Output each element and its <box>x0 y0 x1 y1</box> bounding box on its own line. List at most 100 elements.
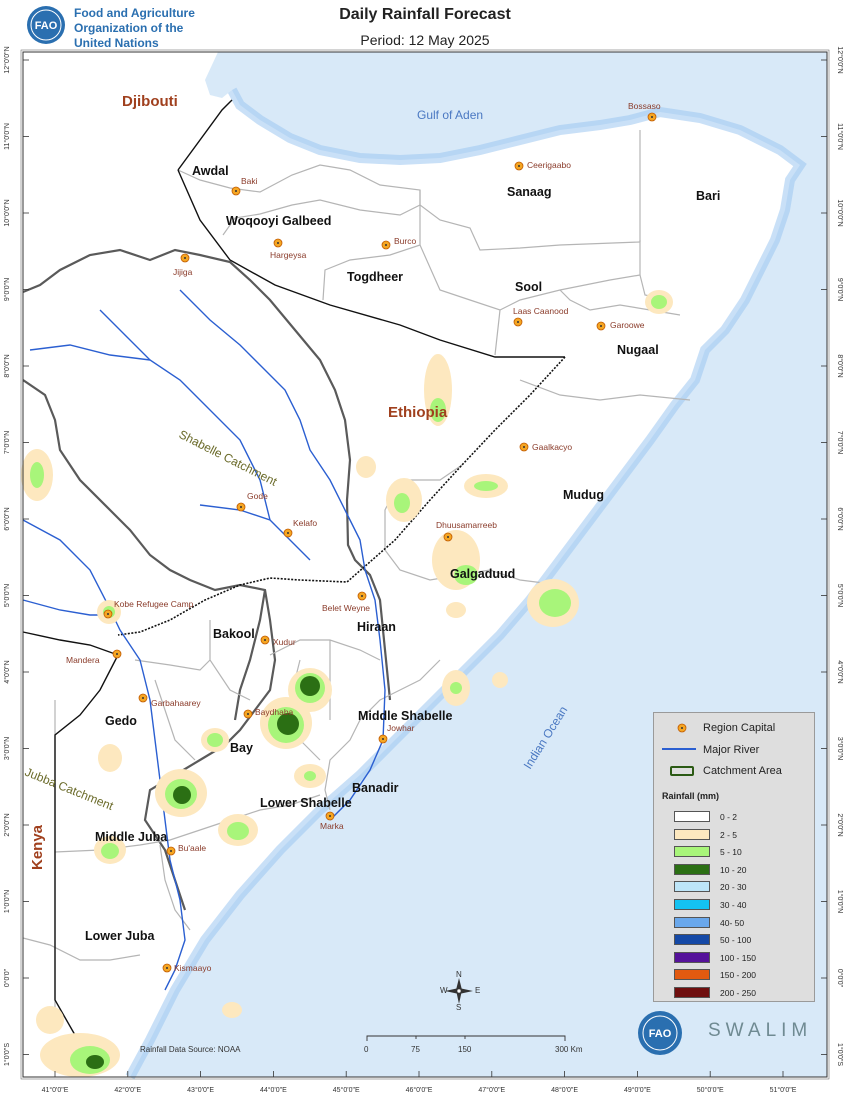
city-kobe[interactable]: Kobe Refugee Camp <box>103 599 194 619</box>
city-mandera[interactable]: Mandera <box>66 649 122 665</box>
org-line-3: United Nations <box>74 36 159 50</box>
fao-logo-icon: FAO <box>27 6 65 44</box>
city-xudur[interactable]: Xudur <box>260 635 296 647</box>
sea-area <box>130 52 827 1077</box>
legend-river-label: Major River <box>703 744 760 756</box>
city-laas-caanood[interactable]: Laas Caanood <box>513 306 569 327</box>
city-label: Gode <box>247 491 268 501</box>
region-label-bari: Bari <box>696 189 720 203</box>
org-line-1: Food and Agriculture <box>74 6 195 20</box>
legend-capital-label: Region Capital <box>703 722 776 734</box>
legend-class-label: 2 - 5 <box>720 829 738 840</box>
city-label: Jowhar <box>387 723 415 733</box>
region-label-bay: Bay <box>230 741 253 755</box>
scale-label-0: 0 <box>364 1045 369 1054</box>
city-marka[interactable]: Marka <box>320 811 344 831</box>
latitude-tick-label: 0°0'0" <box>3 968 11 987</box>
city-baydhaba[interactable]: Baydhaba <box>243 707 294 719</box>
scale-label-75: 75 <box>411 1045 420 1054</box>
legend-swatch <box>674 881 710 893</box>
latitude-tick-label: 8°0'0"N <box>836 354 844 377</box>
latitude-tick-label: 9°0'0"N <box>836 278 844 301</box>
legend-swatch <box>674 916 710 928</box>
longitude-tick-label: 48°0'0"E <box>551 1086 578 1094</box>
map-border <box>22 51 828 1078</box>
region-label-lower-shabelle: Lower Shabelle <box>260 796 352 810</box>
latitude-tick-label: 11°0'0"N <box>3 123 11 150</box>
city-belet-weyne[interactable]: Belet Weyne <box>322 591 370 613</box>
legend-swatch <box>674 846 710 858</box>
city-dhuusamarreeb[interactable]: Dhuusamarreeb <box>436 520 497 542</box>
city-hargeysa[interactable]: Hargeysa <box>270 238 307 260</box>
longitude-tick-label: 42°0'0"E <box>114 1086 141 1094</box>
legend-class-label: 0 - 2 <box>720 812 738 822</box>
legend-class-label: 20 - 30 <box>720 882 747 893</box>
city-label: Mandera <box>66 655 100 665</box>
city-bossaso[interactable]: Bossaso <box>628 101 661 122</box>
legend-swatch <box>674 828 710 840</box>
region-label-awdal: Awdal <box>192 164 229 178</box>
city-label: Burco <box>394 236 416 246</box>
legend-catchment-label: Catchment Area <box>703 765 782 777</box>
latitude-tick-label: 2°0'0"N <box>3 813 11 836</box>
catchment-boundary-north <box>22 248 392 701</box>
city-label: Bu'aale <box>178 843 206 853</box>
city-gode[interactable]: Gode <box>236 491 268 512</box>
latitude-tick-label: 10°0'0"N <box>836 199 844 226</box>
map-legend: Region Capital Major River Catchment Are… <box>653 712 815 1002</box>
city-kismaayo[interactable]: Kismaayo <box>162 963 212 973</box>
fao-footer-logo-text: FAO <box>649 1028 672 1040</box>
city-garbahaarey[interactable]: Garbahaarey <box>138 693 201 708</box>
latitude-tick-label: 4°0'0"N <box>3 660 11 683</box>
city-label: Kismaayo <box>174 963 212 973</box>
fao-footer-logo-icon: FAO <box>638 1011 682 1055</box>
map-title: Daily Rainfall Forecast <box>339 6 511 23</box>
city-label: Dhuusamarreeb <box>436 520 497 530</box>
latitude-tick-label: 12°0'0"N <box>3 46 11 73</box>
longitude-tick-label: 50°0'0"E <box>697 1086 724 1094</box>
scale-label-150: 150 <box>458 1045 472 1054</box>
latitude-tick-label: 3°0'0"N <box>3 737 11 760</box>
header: FAO Food and Agriculture Organization of… <box>0 0 850 54</box>
east-label: E <box>475 986 480 995</box>
city-kelafo[interactable]: Kelafo <box>283 518 317 538</box>
latitude-tick-label: 1°0'0"N <box>3 890 11 913</box>
south-label: S <box>456 1003 461 1012</box>
city-baki[interactable]: Baki <box>231 176 258 196</box>
region-label-galgaduud: Galgaduud <box>450 567 515 581</box>
north-label: N <box>456 970 462 979</box>
region-label-togdheer: Togdheer <box>347 270 403 284</box>
north-arrow-icon: N S E W <box>440 970 480 1012</box>
latitude-tick-label: 1°0'0"S <box>836 1043 844 1066</box>
org-line-2: Organization of the <box>74 21 184 35</box>
region-label-nugaal: Nugaal <box>617 343 659 357</box>
city-burco[interactable]: Burco <box>381 236 416 250</box>
latitude-tick-label: 6°0'0"N <box>836 507 844 530</box>
city-label: Baydhaba <box>255 707 294 717</box>
city-jowhar[interactable]: Jowhar <box>378 723 415 744</box>
city-buaale[interactable]: Bu'aale <box>166 843 206 856</box>
latitude-tick-label: 7°0'0"N <box>3 431 11 454</box>
legend-swatch <box>674 934 710 946</box>
region-label-sanaag: Sanaag <box>507 185 551 199</box>
region-capital-icon <box>677 723 687 733</box>
rainfall-areas <box>21 290 673 1077</box>
latitude-tick-label: 5°0'0"N <box>836 584 844 607</box>
latitude-tick-label: 1°0'0"S <box>3 1043 11 1066</box>
map-outer-border <box>20 49 830 1080</box>
city-label: Kelafo <box>293 518 317 528</box>
city-ceerigaabo[interactable]: Ceerigaabo <box>514 160 571 171</box>
city-gaalkacyo[interactable]: Gaalkacyo <box>519 442 572 452</box>
legend-swatch <box>674 987 710 998</box>
city-label: Belet Weyne <box>322 603 370 613</box>
city-label: Garoowe <box>610 320 645 330</box>
city-label: Xudur <box>273 637 296 647</box>
latitude-tick-label: 8°0'0"N <box>3 354 11 377</box>
region-label-hiraan: Hiraan <box>357 620 396 634</box>
city-garoowe[interactable]: Garoowe <box>596 320 645 331</box>
city-jijiga[interactable]: Jijiga <box>173 253 193 277</box>
latitude-tick-label: 11°0'0"N <box>836 123 844 150</box>
city-label: Kobe Refugee Camp <box>114 599 194 609</box>
latitude-tick-label: 6°0'0"N <box>3 507 11 530</box>
